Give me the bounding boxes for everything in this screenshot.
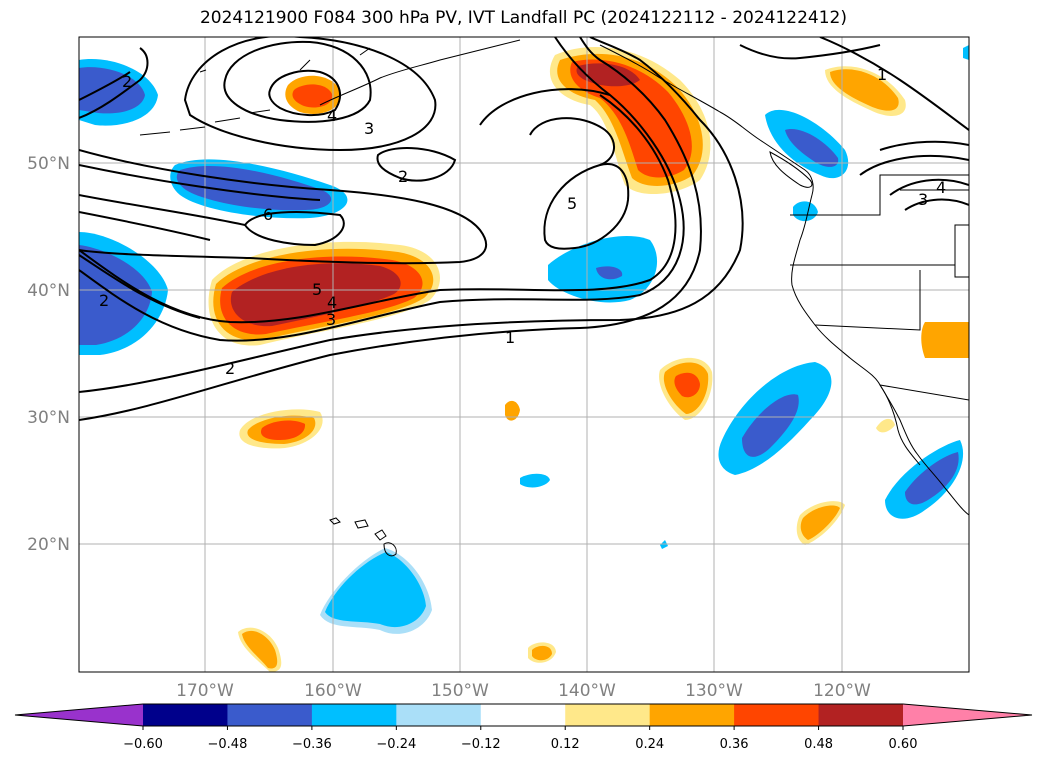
colorbar-bin bbox=[734, 704, 820, 726]
lat-label: 20°N bbox=[27, 535, 70, 555]
pv-contours bbox=[79, 37, 969, 421]
lon-label: 150°W bbox=[431, 681, 489, 701]
contour-label: 5 bbox=[312, 280, 322, 299]
contour-label: 2 bbox=[398, 167, 408, 186]
map-panel: 2 4 3 2 6 5 1 5 4 3 2 2 1 3 4 bbox=[79, 37, 969, 672]
lon-label: 140°W bbox=[558, 681, 616, 701]
colorbar-bin bbox=[143, 704, 228, 726]
contour-label: 3 bbox=[364, 119, 374, 138]
colorbar-tick-label: −0.24 bbox=[376, 737, 416, 752]
colorbar-tick-label: 0.36 bbox=[720, 737, 749, 752]
colorbar-tick-label: −0.36 bbox=[292, 737, 332, 752]
colorbar-tick-label: 0.24 bbox=[635, 737, 664, 752]
contour-label: 2 bbox=[99, 291, 109, 310]
colorbar-tick-label: −0.12 bbox=[461, 737, 501, 752]
colorbar-tick-label: 0.60 bbox=[889, 737, 918, 752]
colorbar-bin bbox=[565, 704, 651, 726]
lon-label: 120°W bbox=[813, 681, 871, 701]
colorbar-over-arrow bbox=[903, 704, 1032, 726]
contour-labels: 2 4 3 2 6 5 1 5 4 3 2 2 1 3 4 bbox=[99, 65, 946, 378]
contour-label: 2 bbox=[225, 359, 235, 378]
lat-label: 50°N bbox=[27, 154, 70, 174]
contour-label: 4 bbox=[327, 293, 337, 312]
colorbar: −0.60 −0.48 −0.36 −0.24 −0.12 0.12 0.24 0.36 0.4… bbox=[14, 703, 1033, 752]
lon-label: 130°W bbox=[685, 681, 743, 701]
map-title: 2024121900 F084 300 hPa PV, IVT Landfall… bbox=[199, 8, 847, 28]
colorbar-tick-label: 0.12 bbox=[551, 737, 580, 752]
contour-label: 3 bbox=[918, 190, 928, 209]
colorbar-bin bbox=[649, 704, 735, 726]
lon-label: 170°W bbox=[176, 681, 234, 701]
colorbar-under-arrow bbox=[15, 704, 143, 726]
contour-label: 4 bbox=[936, 178, 946, 197]
contour-label: 4 bbox=[327, 106, 337, 125]
lat-label: 30°N bbox=[27, 408, 70, 428]
colorbar-bin bbox=[311, 704, 397, 726]
contour-label: 3 bbox=[326, 310, 336, 329]
map-border bbox=[78, 36, 970, 673]
colorbar-bin bbox=[480, 704, 566, 726]
graticule bbox=[79, 37, 969, 672]
colorbar-bin bbox=[396, 704, 482, 726]
colorbar-bin bbox=[227, 704, 313, 726]
contour-label: 1 bbox=[877, 65, 887, 84]
longitude-labels: 170°W 160°W 150°W 140°W 130°W 120°W bbox=[176, 681, 871, 701]
contour-label: 5 bbox=[567, 194, 577, 213]
pc-shading bbox=[79, 45, 969, 672]
contour-label: 1 bbox=[505, 328, 515, 347]
lat-label: 40°N bbox=[27, 281, 70, 301]
colorbar-tick-label: −0.60 bbox=[123, 737, 163, 752]
latitude-labels: 50°N 40°N 30°N 20°N bbox=[27, 154, 70, 555]
contour-label: 2 bbox=[122, 72, 132, 91]
lon-label: 160°W bbox=[304, 681, 362, 701]
colorbar-tick-label: −0.48 bbox=[208, 737, 248, 752]
colorbar-bin bbox=[818, 704, 904, 726]
contour-label: 6 bbox=[263, 205, 273, 224]
colorbar-tick-label: 0.48 bbox=[804, 737, 833, 752]
